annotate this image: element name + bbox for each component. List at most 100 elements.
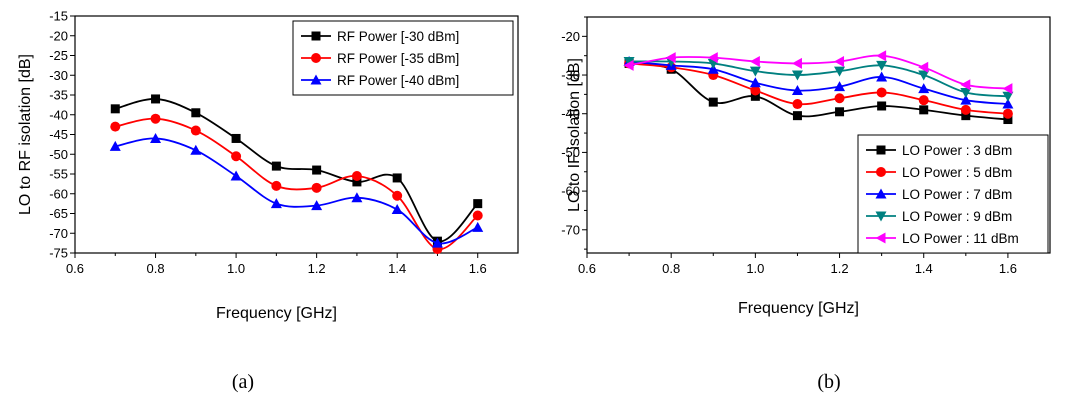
data-point <box>918 83 930 94</box>
legend-entry: RF Power [-30 dBm] <box>337 29 459 44</box>
data-point <box>391 204 403 215</box>
data-point <box>150 132 162 143</box>
data-point <box>876 71 888 82</box>
chart-a: 0.6 0.8 1.0 1.2 1.4 1.6 -75 -70 -65 -60 -55 -50 -45 -… <box>17 9 519 393</box>
y-tick-label: -70 <box>49 226 68 241</box>
x-tick-label: 1.2 <box>831 261 849 276</box>
y-tick-label: -30 <box>561 68 580 83</box>
data-point <box>960 104 971 115</box>
data-point <box>876 60 888 71</box>
figure-caption: (b) <box>817 371 840 393</box>
legend-marker <box>876 167 886 177</box>
series-5 <box>623 50 1013 95</box>
data-point <box>1003 115 1013 125</box>
data-point <box>1002 98 1014 109</box>
data-point <box>311 182 322 193</box>
y-tick-label: -35 <box>49 88 68 103</box>
legend-entry: LO Power : 7 dBm <box>902 187 1012 202</box>
legend-marker <box>875 188 887 199</box>
data-point <box>749 66 761 77</box>
data-point <box>835 107 845 117</box>
data-point <box>110 121 121 132</box>
data-point <box>834 81 846 92</box>
legend-entry: LO Power : 9 dBm <box>902 209 1012 224</box>
plot-frame <box>586 16 1051 254</box>
data-point <box>876 87 887 98</box>
data-point <box>191 108 201 118</box>
data-point <box>708 97 718 107</box>
data-point <box>665 52 676 64</box>
data-point <box>110 104 120 114</box>
y-axis-label: LO to IF isolation [dB] <box>566 58 583 212</box>
data-point <box>791 70 803 81</box>
data-point <box>392 173 402 183</box>
y-tick-label: -15 <box>49 9 68 24</box>
data-point <box>311 200 323 211</box>
y-tick-label: -75 <box>49 246 68 261</box>
y-tick-label: -25 <box>49 48 68 63</box>
data-point <box>623 56 635 67</box>
data-point <box>918 70 930 81</box>
x-tick-label: 1.6 <box>469 261 487 276</box>
data-point <box>960 94 972 105</box>
series-line <box>629 60 1008 98</box>
series-line <box>628 54 1008 90</box>
series-line <box>115 117 479 250</box>
data-point <box>190 125 201 136</box>
data-point <box>109 140 121 151</box>
x-tick-label: 1.2 <box>308 261 326 276</box>
data-point <box>473 199 483 209</box>
data-point <box>431 237 443 248</box>
y-tick-label: -20 <box>561 29 580 44</box>
data-point <box>1002 83 1013 95</box>
x-tick-label: 1.6 <box>999 261 1017 276</box>
legend-entry: RF Power [-40 dBm] <box>337 73 459 88</box>
legend-marker <box>875 211 887 222</box>
y-tick-label: -55 <box>49 167 68 182</box>
data-point <box>919 105 929 115</box>
series-3 <box>623 55 1014 109</box>
x-tick-label: 0.8 <box>662 261 680 276</box>
legend-marker <box>311 53 321 63</box>
y-tick-label: -50 <box>561 145 580 160</box>
y-tick-label: -30 <box>49 68 68 83</box>
x-tick-label: 0.6 <box>66 261 84 276</box>
x-tick-label: 1.0 <box>746 261 764 276</box>
data-point <box>834 66 846 77</box>
data-point <box>190 144 202 155</box>
data-point <box>472 221 484 232</box>
x-tick-label: 0.6 <box>578 261 596 276</box>
x-tick-label: 1.0 <box>227 261 245 276</box>
series-line <box>115 98 479 243</box>
x-tick-label: 0.8 <box>147 261 165 276</box>
data-point <box>960 87 972 98</box>
data-point <box>1002 108 1013 119</box>
data-point <box>877 101 887 111</box>
legend-marker <box>875 232 886 244</box>
series-line <box>115 137 479 245</box>
legend-entry: LO Power : 5 dBm <box>902 165 1012 180</box>
data-point <box>230 170 242 181</box>
data-point <box>791 85 803 96</box>
data-point <box>749 55 760 67</box>
data-point <box>750 85 761 96</box>
data-point <box>750 91 760 101</box>
legend-marker <box>311 31 321 41</box>
series-1 <box>110 94 483 246</box>
chart-b: 0.6 0.8 1.0 1.2 1.4 1.6 -70 -60 -50 -40 -30 -20 Freq… <box>561 16 1051 393</box>
data-point <box>834 93 845 104</box>
data-point <box>792 111 802 121</box>
y-tick-label: -20 <box>49 28 68 43</box>
data-point <box>918 95 929 106</box>
x-tick-label: 1.4 <box>915 261 933 276</box>
data-point <box>960 79 971 91</box>
legend-marker <box>310 74 322 85</box>
data-point <box>271 161 281 171</box>
data-point <box>150 113 161 124</box>
legend-entry: LO Power : 11 dBm <box>902 231 1019 246</box>
data-point <box>1002 91 1014 102</box>
y-tick-label: -50 <box>49 147 68 162</box>
y-axis-label: LO to RF isolation [dB] <box>17 54 34 215</box>
data-point <box>834 55 845 67</box>
